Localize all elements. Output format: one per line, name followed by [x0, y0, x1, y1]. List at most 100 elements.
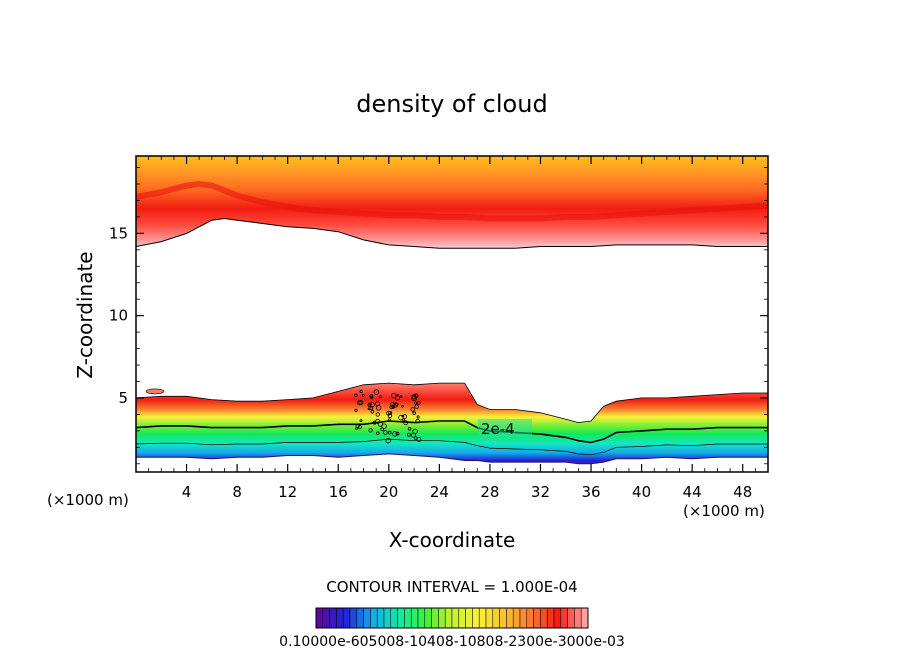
lower-cloud-inner-contour	[136, 438, 768, 456]
lower-cloud-bottom-contour	[136, 453, 768, 465]
turbulent-contour-ring	[415, 418, 421, 424]
colorbar-cell	[404, 607, 412, 629]
turbulent-contour-ring	[381, 423, 387, 429]
turbulent-contour-ring	[359, 419, 363, 423]
colorbar-cell	[540, 607, 548, 629]
turbulent-contour-ring	[392, 402, 398, 408]
turbulent-contour-ring	[413, 436, 418, 440]
colorbar-cell	[512, 607, 521, 629]
colorbar-cell	[444, 607, 453, 629]
x-tick-label: 20	[379, 483, 398, 501]
colorbar-cell	[363, 607, 371, 629]
turbulent-contour-ring	[375, 418, 381, 424]
x-tick-label: 40	[632, 483, 651, 501]
chart-title: density of cloud	[356, 90, 547, 118]
contour-label-bg	[478, 419, 532, 437]
turbulent-contour-ring	[394, 395, 401, 401]
turbulent-contour-ring	[382, 430, 388, 435]
turbulent-contour-ring	[413, 393, 419, 399]
y-axis-label: Z-coordinate	[73, 251, 97, 378]
colorbar-cell	[499, 607, 507, 629]
turbulent-contour-ring	[414, 404, 419, 409]
turbulent-contour-ring	[369, 395, 374, 399]
turbulent-contour-ring	[357, 425, 362, 430]
colorbar-cell	[546, 607, 555, 629]
colorbar-cell	[390, 607, 398, 629]
x-tick-label: 36	[581, 483, 600, 501]
upper-cloud-layer	[136, 156, 768, 249]
colorbar-cell	[356, 607, 364, 629]
turbulent-contour-ring	[375, 412, 380, 417]
turbulent-contour-ring	[392, 431, 398, 437]
turbulent-contour-ring	[403, 420, 409, 426]
turbulent-contour-ring	[355, 423, 360, 429]
turbulent-contour-ring	[410, 407, 415, 412]
x-unit-label-left: (×1000 m)	[47, 491, 129, 509]
turbulent-contour-ring	[369, 394, 374, 398]
colorbar-frame	[315, 607, 589, 629]
turbulent-contour-ring	[387, 418, 391, 422]
colorbar-cell	[322, 607, 330, 629]
turbulent-contour-ring	[406, 432, 411, 437]
colorbar-cell	[506, 607, 514, 629]
x-tick-label: 4	[182, 483, 192, 501]
lower-cloud-top-contour	[136, 382, 768, 424]
turbulent-contour-ring	[375, 405, 382, 411]
colorbar	[315, 607, 589, 629]
x-axis-label: X-coordinate	[389, 528, 516, 552]
turbulent-contour-ring	[388, 410, 393, 415]
x-tick-label: 16	[329, 483, 348, 501]
upper-cloud-core-line	[136, 180, 768, 222]
colorbar-cell	[315, 607, 324, 629]
turbulent-contour-ring	[354, 408, 358, 412]
colorbar-cell	[553, 607, 562, 629]
turbulent-contour-ring	[389, 402, 396, 408]
y-axis: 5 10 15	[109, 167, 768, 465]
colorbar-cell	[472, 607, 480, 629]
turbulent-contour-ring	[416, 437, 422, 442]
colorbar-cell	[342, 607, 351, 629]
turbulent-contour-ring	[379, 395, 382, 399]
y-tick-label: 5	[118, 389, 128, 407]
turbulent-contour-ring	[369, 406, 374, 411]
turbulent-contour-ring	[399, 395, 403, 398]
colorbar-cell	[329, 607, 337, 629]
colorbar-cell	[465, 607, 473, 629]
x-tick-label: 12	[278, 483, 297, 501]
turbulent-contour-ring	[367, 403, 371, 407]
contour-interval-text: CONTOUR INTERVAL = 1.000E-04	[326, 578, 577, 596]
colorbar-cell	[574, 607, 582, 629]
turbulent-contour-ring	[387, 430, 392, 435]
colorbar-cell	[526, 607, 534, 629]
colorbar-cell	[376, 607, 385, 629]
turbulent-contour-ring	[416, 401, 421, 405]
turbulent-contour-ring	[380, 427, 384, 431]
colorbar-cell	[349, 607, 358, 629]
turbulent-contour-ring	[370, 409, 375, 414]
turbulent-contour-ring	[386, 410, 392, 416]
colorbar-cell	[567, 607, 575, 629]
x-tick-label: 48	[733, 483, 752, 501]
colorbar-cell	[580, 607, 589, 629]
turbulent-contour-ring	[407, 426, 412, 431]
x-tick-label: 8	[232, 483, 242, 501]
turbulent-contour-ring	[412, 428, 418, 435]
turbulent-contour-ring	[358, 400, 364, 406]
turbulent-contour-ring	[401, 404, 404, 408]
colorbar-cell	[485, 607, 494, 629]
lower-cloud-layer	[136, 383, 768, 464]
colorbar-cell	[397, 607, 405, 629]
upper-cloud-contour	[136, 217, 768, 249]
turbulent-contour-ring	[412, 411, 417, 415]
colorbar-cell	[383, 607, 392, 629]
colorbar-cell	[560, 607, 568, 629]
colorbar-cell	[519, 607, 528, 629]
colorbar-cell	[478, 607, 487, 629]
contour-label: 2e-4	[481, 420, 515, 438]
turbulent-contour-ring	[359, 389, 363, 394]
colorbar-cell	[417, 607, 426, 629]
turbulent-contour-ring	[402, 418, 406, 422]
x-tick-label: 32	[531, 483, 550, 501]
colorbar-labels: 0.10000e-605008-10408-10808-2300e-3000e-…	[279, 634, 625, 650]
